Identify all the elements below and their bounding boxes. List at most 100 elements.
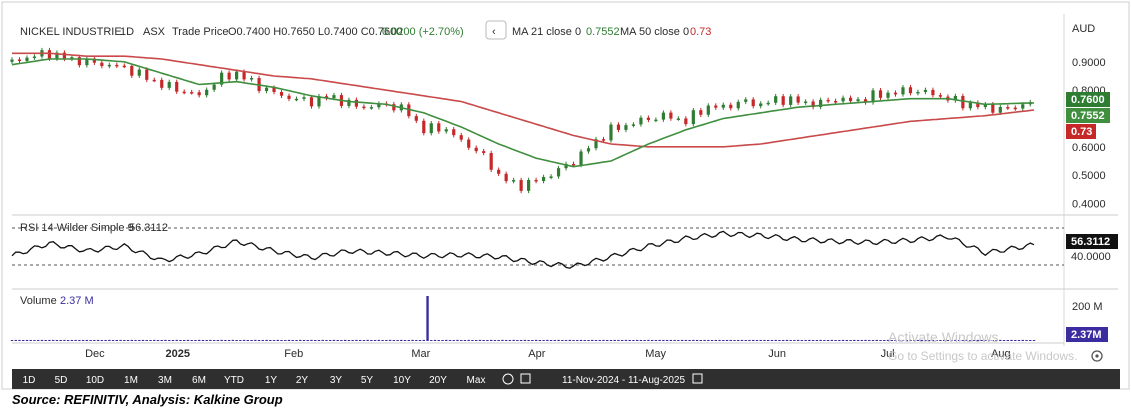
volume-bar xyxy=(527,340,530,341)
volume-bar xyxy=(504,340,508,341)
volume-bar xyxy=(695,339,699,341)
candle-body xyxy=(152,79,156,82)
svg-text:0.73: 0.73 xyxy=(1071,126,1092,138)
candle-body xyxy=(422,120,426,134)
candle-body xyxy=(317,96,321,107)
volume-bar xyxy=(138,339,141,341)
volume-bar xyxy=(583,339,586,341)
volume-bar xyxy=(362,340,366,341)
range-button-3m[interactable]: 3M xyxy=(158,375,172,386)
range-button-1y[interactable]: 1Y xyxy=(265,375,278,386)
range-button-label: 1D xyxy=(23,375,36,386)
time-axis-label: Feb xyxy=(284,348,303,360)
currency-label: AUD xyxy=(1072,23,1095,35)
volume-bar xyxy=(141,339,145,341)
volume-bar xyxy=(418,340,422,341)
volume-bar xyxy=(785,339,789,341)
range-button-label: 20Y xyxy=(429,375,447,386)
range-button-6m[interactable]: 6M xyxy=(192,375,206,386)
volume-bar xyxy=(1032,340,1036,341)
header-ma21-label: MA 21 close 0 xyxy=(512,26,581,38)
candle-body xyxy=(759,103,763,107)
volume-bar xyxy=(302,340,306,341)
date-range[interactable]: 11-Nov-2024 - 11-Aug-2025 xyxy=(562,375,685,386)
volume-bar xyxy=(1002,340,1006,341)
candle-body xyxy=(190,92,194,94)
header-exchange: ASX xyxy=(143,26,166,38)
volume-bar xyxy=(134,340,137,341)
volume-bar xyxy=(1025,340,1028,341)
volume-bar xyxy=(242,339,246,341)
volume-bar xyxy=(684,339,688,341)
volume-bar xyxy=(961,340,965,341)
candle-body xyxy=(107,64,111,67)
volume-bar xyxy=(886,339,890,341)
svg-text:56.3112: 56.3112 xyxy=(1071,236,1110,248)
volume-bar xyxy=(14,339,17,341)
volume-bar xyxy=(811,340,815,341)
volume-bar xyxy=(1014,340,1017,341)
rsi-header-value: 56.3112 xyxy=(129,222,168,234)
volume-bar xyxy=(18,339,21,341)
header-price-type: Trade Price xyxy=(172,26,228,38)
volume-bar xyxy=(624,339,628,341)
reset-button[interactable] xyxy=(502,373,514,385)
candle-body xyxy=(549,176,553,178)
candle-body xyxy=(594,139,598,149)
volume-bar xyxy=(463,340,467,341)
candle-body xyxy=(414,116,418,121)
candle-body xyxy=(137,69,141,76)
volume-bar xyxy=(126,339,130,341)
volume-bar xyxy=(291,340,294,341)
range-button-10d[interactable]: 10D xyxy=(86,375,104,386)
candle-body xyxy=(661,112,665,120)
collapse-legend-button[interactable]: ‹ xyxy=(485,20,507,40)
candle-body xyxy=(182,91,186,94)
candle-body xyxy=(429,123,433,134)
volume-bar xyxy=(433,339,437,341)
date-range-picker[interactable] xyxy=(692,373,703,384)
chart-settings-button[interactable] xyxy=(1091,350,1103,362)
volume-bar xyxy=(984,340,987,341)
volume-bar xyxy=(725,339,729,341)
volume-bar xyxy=(493,340,497,341)
volume-bar xyxy=(703,339,706,341)
candle-body xyxy=(646,117,651,120)
range-button-5d[interactable]: 5D xyxy=(55,375,68,386)
volume-bar xyxy=(235,340,238,341)
range-button-ytd[interactable]: YTD xyxy=(224,375,244,386)
volume-bar xyxy=(400,339,403,341)
candle-body xyxy=(706,105,710,115)
volume-bar xyxy=(568,339,571,341)
calendar-toggle-button[interactable] xyxy=(520,373,531,384)
volume-bar xyxy=(875,339,878,341)
range-button-1m[interactable]: 1M xyxy=(124,375,138,386)
range-button-5y[interactable]: 5Y xyxy=(361,375,374,386)
volume-bar xyxy=(549,339,553,341)
range-button-10y[interactable]: 10Y xyxy=(393,375,411,386)
volume-bar xyxy=(160,339,163,341)
range-button-1d[interactable]: 1D xyxy=(23,375,36,386)
volume-bar xyxy=(415,340,418,341)
range-button-max[interactable]: Max xyxy=(467,375,486,386)
volume-bar xyxy=(890,340,893,341)
volume-bar xyxy=(366,339,369,341)
volume-bar xyxy=(321,339,324,341)
volume-bar xyxy=(246,340,250,341)
range-button-20y[interactable]: 20Y xyxy=(429,375,447,386)
range-button-3y[interactable]: 3Y xyxy=(330,375,343,386)
time-axis: Dec 2025 Feb Mar Apr May Jun Jul Aug xyxy=(85,348,1011,360)
header-ma50-label: MA 50 close 0 xyxy=(620,26,689,38)
candle-body xyxy=(407,104,411,117)
range-button-2y[interactable]: 2Y xyxy=(296,375,309,386)
volume-bar xyxy=(287,339,291,341)
range-button-label: 3Y xyxy=(330,375,343,386)
volume-bar xyxy=(216,340,220,341)
volume-bar xyxy=(272,340,276,341)
volume-bar xyxy=(931,339,935,341)
candle-body xyxy=(160,79,164,88)
volume-bar xyxy=(654,340,658,341)
candle-body xyxy=(272,87,276,93)
range-button-label: Max xyxy=(467,375,486,386)
watermark-line2: Go to Settings to activate Windows. xyxy=(888,349,1077,363)
